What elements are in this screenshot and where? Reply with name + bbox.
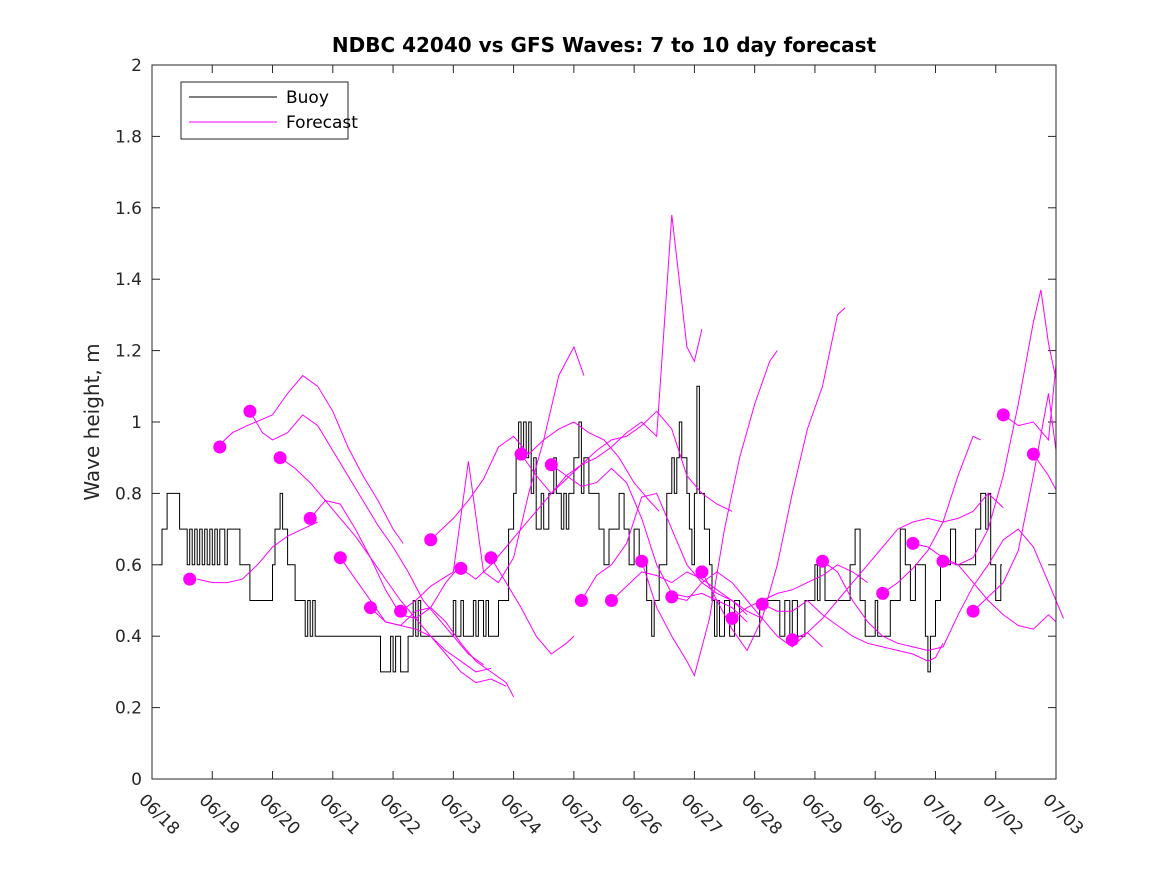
forecast-run-line bbox=[370, 607, 507, 687]
forecast-marker bbox=[303, 511, 317, 525]
forecast-marker bbox=[544, 458, 558, 472]
forecast-run-line bbox=[216, 374, 404, 544]
legend-buoy-label: Buoy bbox=[286, 88, 329, 108]
data-layer bbox=[159, 214, 1064, 698]
forecast-run-line bbox=[249, 411, 484, 666]
y-tick-label: 1.4 bbox=[115, 270, 142, 290]
forecast-run-line bbox=[792, 492, 1004, 641]
forecast-marker bbox=[243, 404, 257, 418]
forecast-run-line bbox=[197, 521, 318, 584]
forecast-run-line bbox=[882, 435, 981, 594]
forecast-marker bbox=[725, 611, 739, 625]
forecast-marker bbox=[454, 561, 468, 575]
forecast-run-line bbox=[490, 557, 575, 655]
forecast-marker bbox=[574, 594, 588, 607]
forecast-marker bbox=[273, 451, 287, 465]
y-tick-label: 0.4 bbox=[115, 627, 142, 647]
y-tick-label: 0.8 bbox=[115, 484, 142, 504]
forecast-run-line bbox=[400, 345, 585, 612]
y-tick-label: 1.2 bbox=[115, 342, 142, 362]
forecast-marker bbox=[785, 633, 799, 647]
forecast-marker bbox=[183, 572, 197, 586]
y-tick-label: 1.8 bbox=[115, 127, 142, 147]
forecast-marker bbox=[364, 601, 377, 615]
y-tick-label: 0 bbox=[131, 770, 142, 790]
buoy-series-line bbox=[159, 385, 1002, 673]
forecast-marker bbox=[665, 590, 679, 604]
forecast-run-line bbox=[1003, 364, 1057, 442]
forecast-run-line bbox=[611, 571, 763, 619]
forecast-run-line bbox=[309, 499, 462, 619]
forecast-run-line bbox=[580, 492, 748, 616]
forecast-marker bbox=[605, 594, 618, 607]
forecast-marker bbox=[966, 604, 980, 618]
forecast-run-line bbox=[731, 564, 868, 619]
forecast-marker bbox=[816, 554, 829, 568]
forecast-run-line bbox=[942, 289, 1057, 566]
forecast-run-line bbox=[972, 393, 1057, 612]
forecast-marker bbox=[906, 536, 920, 550]
forecast-run-line bbox=[279, 457, 492, 673]
forecast-marker bbox=[695, 565, 709, 579]
legend: Buoy Forecast bbox=[180, 81, 358, 140]
forecast-marker bbox=[394, 604, 408, 618]
forecast-marker bbox=[755, 597, 769, 611]
forecast-run-line bbox=[520, 410, 733, 512]
chart-title: NDBC 42040 vs GFS Waves: 7 to 10 day for… bbox=[332, 33, 877, 57]
forecast-marker bbox=[514, 447, 528, 461]
axes-box bbox=[151, 64, 1057, 780]
forecast-marker bbox=[484, 551, 498, 565]
forecast-run-line bbox=[339, 557, 515, 698]
forecast-marker bbox=[635, 554, 649, 568]
y-axis-label: Wave height, m bbox=[80, 343, 104, 500]
forecast-marker bbox=[876, 586, 890, 600]
forecast-marker bbox=[213, 440, 227, 454]
forecast-run-line bbox=[1032, 453, 1057, 491]
forecast-marker bbox=[1026, 447, 1040, 461]
legend-forecast-label: Forecast bbox=[286, 113, 358, 133]
y-tick-label: 0.6 bbox=[115, 556, 142, 576]
forecast-run-line bbox=[460, 214, 703, 580]
y-tick-label: 1 bbox=[131, 413, 142, 433]
forecast-run-line bbox=[641, 350, 778, 677]
forecast-marker bbox=[996, 408, 1010, 422]
y-tick-label: 1.6 bbox=[115, 199, 142, 219]
y-tick-label: 0.2 bbox=[115, 699, 142, 719]
forecast-run-line bbox=[761, 599, 944, 662]
forecast-run-line bbox=[822, 528, 1064, 652]
forecast-run-line bbox=[551, 464, 748, 623]
forecast-marker bbox=[936, 554, 950, 568]
forecast-run-line bbox=[912, 542, 1057, 630]
forecast-run-line bbox=[430, 421, 660, 541]
forecast-marker bbox=[424, 533, 438, 547]
forecast-marker bbox=[333, 551, 347, 565]
legend-box bbox=[180, 81, 349, 140]
y-tick-label: 2 bbox=[131, 56, 142, 76]
axes-background bbox=[152, 65, 1056, 779]
